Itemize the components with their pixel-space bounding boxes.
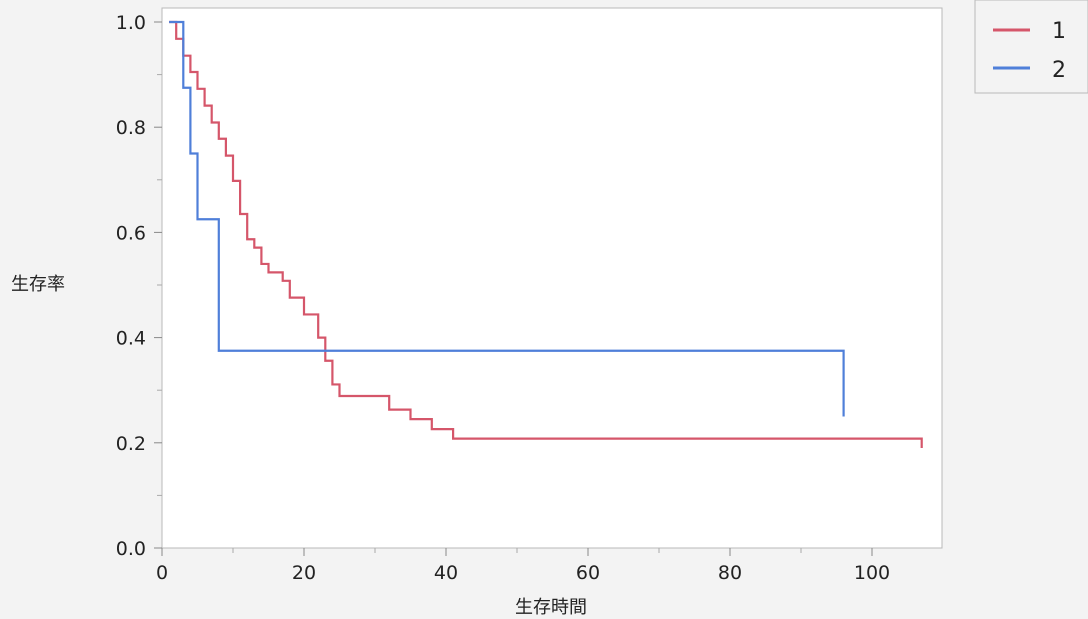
y-tick-label: 1.0 — [116, 12, 146, 34]
x-tick-label: 40 — [434, 562, 458, 584]
y-axis-title: 生存率 — [11, 274, 65, 295]
y-tick-label: 0.6 — [116, 222, 146, 244]
x-tick-label: 0 — [156, 562, 168, 584]
x-axis-title: 生存時間 — [515, 597, 587, 618]
plot-frame — [161, 7, 943, 549]
x-tick-label: 20 — [292, 562, 316, 584]
x-tick-label: 100 — [854, 562, 890, 584]
y-tick-label: 0.0 — [116, 538, 146, 560]
axis-ticks: 0 20 40 60 80 100 0.0 0.2 0.4 0.6 0.8 1.0 — [116, 12, 890, 584]
y-tick-label: 0.8 — [116, 117, 146, 139]
x-tick-label: 60 — [576, 562, 600, 584]
series-line-2 — [169, 20, 845, 417]
series-layer — [169, 20, 923, 449]
x-tick-label: 80 — [718, 562, 742, 584]
legend-box — [974, 0, 1088, 94]
y-tick-label: 0.2 — [116, 433, 146, 455]
legend-label-series-1: 1 — [1052, 19, 1066, 44]
series-line-1 — [169, 20, 923, 449]
legend: 1 2 — [974, 0, 1088, 94]
legend-label-series-2: 2 — [1052, 58, 1066, 83]
y-tick-label: 0.4 — [116, 328, 146, 350]
